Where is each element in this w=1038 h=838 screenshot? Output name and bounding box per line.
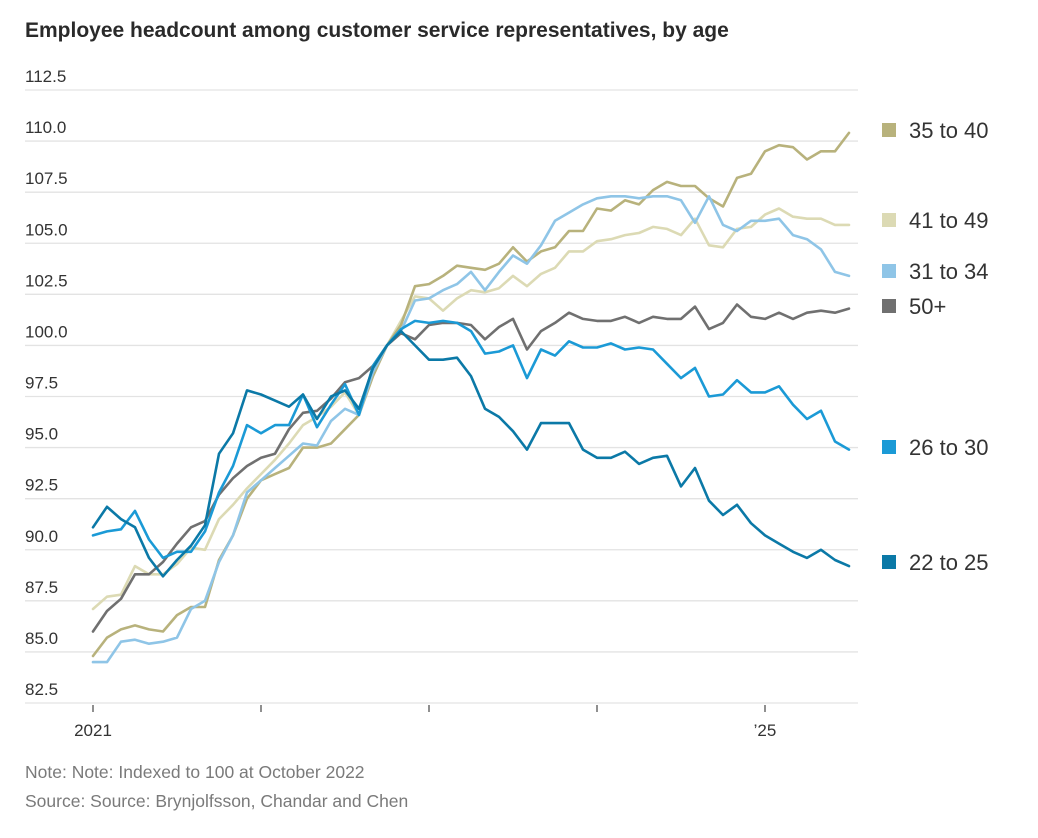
y-tick-label: 107.5 <box>25 169 68 188</box>
legend: 35 to 40 41 to 49 31 to 34 50+ 26 to 30 22 to… <box>882 118 989 575</box>
y-tick-label: 100.0 <box>25 322 68 341</box>
y-tick-label: 87.5 <box>25 578 58 597</box>
series-line-31-to-34 <box>91 195 851 664</box>
legend-swatch <box>882 213 896 227</box>
legend-item-35-to-40: 35 to 40 <box>882 118 989 143</box>
legend-swatch <box>882 264 896 278</box>
y-tick-label: 95.0 <box>25 425 58 444</box>
legend-swatch <box>882 123 896 137</box>
legend-swatch <box>882 299 896 313</box>
source-text: Source: Source: Brynjolfsson, Chandar an… <box>25 791 408 811</box>
y-axis: 112.5 110.0 107.5 105.0 102.5 100.0 97.5 95.0 92… <box>25 67 68 699</box>
y-tick-label: 85.0 <box>25 629 58 648</box>
legend-label: 50+ <box>909 294 946 319</box>
legend-item-26-to-30: 26 to 30 <box>882 435 989 460</box>
legend-label: 22 to 25 <box>909 550 989 575</box>
x-tick-label: 2021 <box>74 721 112 740</box>
y-tick-label: 110.0 <box>25 118 66 137</box>
legend-swatch <box>882 555 896 569</box>
gridlines <box>25 89 858 704</box>
chart-title: Employee headcount among customer servic… <box>25 19 729 42</box>
y-tick-label: 102.5 <box>25 271 68 290</box>
note-text: Note: Note: Indexed to 100 at October 20… <box>25 762 365 782</box>
y-tick-label: 82.5 <box>25 680 58 699</box>
series-lines <box>91 131 851 664</box>
legend-item-41-to-49: 41 to 49 <box>882 208 989 233</box>
legend-item-50: 50+ <box>882 294 946 319</box>
legend-item-31-to-34: 31 to 34 <box>882 259 989 284</box>
legend-label: 41 to 49 <box>909 208 989 233</box>
y-tick-label: 92.5 <box>25 476 58 495</box>
series-line-22-to-25 <box>91 329 851 578</box>
series-line-50 <box>91 303 851 633</box>
legend-item-22-to-25: 22 to 25 <box>882 550 989 575</box>
series-line-26-to-30 <box>91 319 851 560</box>
legend-label: 26 to 30 <box>909 435 989 460</box>
y-tick-label: 90.0 <box>25 527 58 546</box>
y-tick-label: 105.0 <box>25 220 68 239</box>
y-tick-label: 97.5 <box>25 374 58 393</box>
x-axis: 2021 ’25 <box>74 705 776 740</box>
x-tick-label: ’25 <box>754 721 777 740</box>
y-tick-label: 112.5 <box>25 67 66 86</box>
legend-label: 31 to 34 <box>909 259 989 284</box>
series-line-41-to-49 <box>91 207 851 611</box>
series-line-35-to-40 <box>91 131 851 658</box>
legend-swatch <box>882 440 896 454</box>
legend-label: 35 to 40 <box>909 118 989 143</box>
